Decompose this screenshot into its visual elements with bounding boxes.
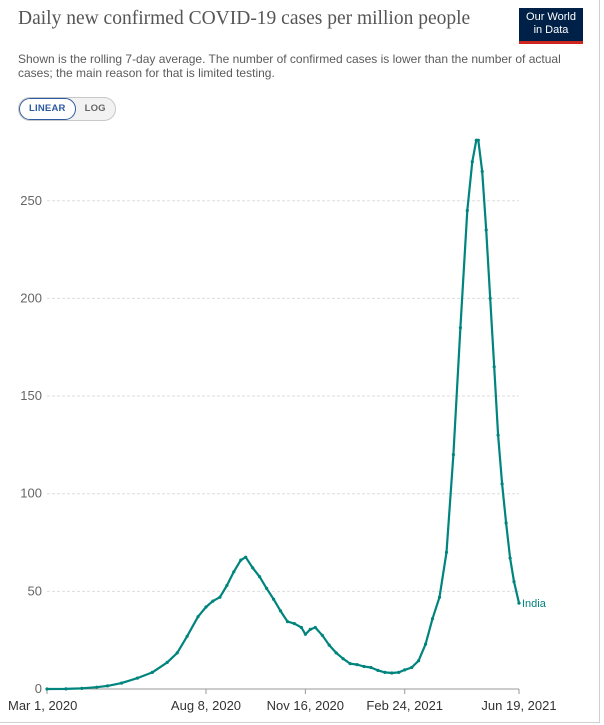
data-point	[397, 670, 401, 675]
data-point	[517, 601, 521, 605]
data-point	[512, 580, 516, 584]
data-point	[258, 575, 262, 579]
data-point	[430, 617, 435, 621]
data-point	[80, 686, 84, 691]
data-point	[308, 627, 312, 632]
chart-subtitle: Shown is the rolling 7-day average. The …	[18, 52, 561, 80]
data-point	[334, 651, 338, 655]
data-point	[492, 365, 496, 369]
y-tick-label: 100	[20, 486, 42, 501]
data-point	[417, 659, 421, 663]
data-point	[244, 555, 248, 559]
data-point	[106, 684, 110, 688]
data-point	[285, 620, 290, 624]
data-point	[362, 664, 366, 669]
data-point	[504, 521, 508, 525]
series-line-india	[45, 139, 521, 691]
data-point	[196, 615, 200, 619]
data-point	[303, 632, 307, 636]
data-point	[239, 558, 243, 562]
logo-line-1: Our World	[526, 11, 576, 23]
data-point	[211, 599, 215, 603]
data-point	[45, 687, 49, 691]
log-scale-button[interactable]: LOG	[84, 103, 106, 114]
linear-scale-button[interactable]: LINEAR	[19, 98, 76, 120]
data-point	[150, 670, 154, 675]
data-point	[251, 566, 255, 570]
data-point	[232, 570, 236, 574]
x-tick-label: Jun 19, 2021	[481, 698, 556, 713]
data-point	[225, 583, 229, 588]
scale-toggle: LINEAR LOG	[18, 97, 116, 121]
owid-logo[interactable]: Our World in Data	[519, 8, 583, 44]
data-point	[484, 228, 488, 232]
data-point	[476, 138, 480, 142]
data-point	[376, 668, 380, 673]
y-tick-label: 200	[20, 290, 42, 305]
data-point	[320, 633, 324, 637]
series-label-india: India	[522, 598, 547, 610]
data-point	[327, 643, 331, 647]
data-point	[185, 634, 189, 638]
x-tick-label: Mar 1, 2020	[8, 698, 77, 713]
data-point	[355, 663, 359, 667]
data-point	[470, 160, 474, 164]
y-tick-label: 0	[35, 681, 42, 696]
data-point	[299, 625, 303, 630]
data-point	[465, 208, 469, 213]
y-tick-label: 150	[20, 388, 42, 403]
data-point	[265, 586, 269, 591]
y-tick-label: 250	[20, 193, 42, 208]
chart-title: Daily new confirmed COVID-19 cases per m…	[18, 8, 471, 29]
x-tick-label: Feb 24, 2021	[366, 698, 443, 713]
data-point	[480, 169, 484, 174]
data-point	[95, 685, 99, 689]
data-point	[204, 605, 208, 609]
data-point	[390, 671, 394, 675]
data-point	[165, 660, 169, 665]
data-point	[424, 642, 428, 646]
data-point	[458, 326, 462, 330]
data-point	[218, 595, 222, 599]
data-point	[292, 622, 296, 626]
data-point	[451, 453, 455, 457]
data-point	[119, 681, 124, 685]
data-point	[496, 433, 500, 437]
data-point	[64, 687, 68, 691]
data-point	[403, 668, 407, 672]
data-point	[348, 662, 352, 666]
x-tick-label: Nov 16, 2020	[267, 698, 344, 713]
data-point	[444, 550, 449, 554]
y-tick-label: 50	[28, 583, 42, 598]
data-point	[437, 595, 442, 599]
data-point	[175, 651, 179, 655]
data-point	[369, 665, 373, 670]
data-point	[500, 482, 504, 486]
data-point	[410, 665, 414, 670]
data-point	[313, 625, 317, 630]
data-point	[341, 657, 345, 661]
data-point	[488, 296, 492, 300]
logo-line-2: in Data	[533, 24, 569, 36]
x-tick-label: Aug 8, 2020	[171, 698, 241, 713]
data-point	[508, 556, 512, 560]
data-point	[278, 609, 283, 613]
data-point	[383, 670, 387, 675]
data-point	[135, 676, 139, 680]
data-point	[272, 597, 276, 601]
